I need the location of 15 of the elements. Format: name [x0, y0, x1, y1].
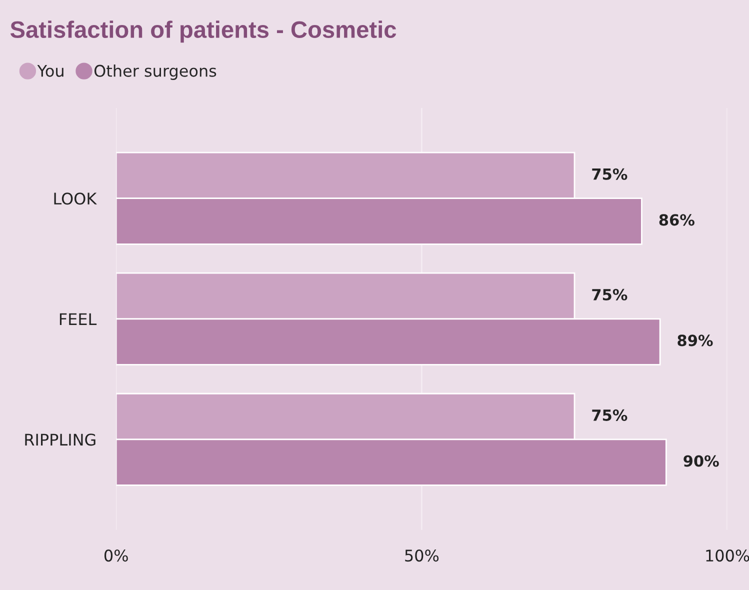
legend-label: You: [37, 65, 64, 77]
x-tick-label: 0%: [104, 550, 128, 562]
y-tick-label: LOOK: [54, 192, 97, 205]
x-tick-label: 100%: [706, 550, 749, 562]
y-tick-label: FEEL: [60, 313, 97, 325]
data-label: 90%: [684, 455, 719, 467]
x-tick-label: 50%: [405, 550, 439, 562]
data-label: 75%: [592, 168, 628, 180]
data-label: 75%: [592, 288, 628, 300]
legend-label: Other surgeons: [94, 64, 216, 80]
data-label: 86%: [659, 214, 694, 226]
chart-title: Satisfaction of patients - Cosmetic: [10, 20, 396, 43]
data-label: 89%: [678, 334, 713, 346]
y-tick-label: RIPPLING: [25, 434, 96, 446]
data-label: 75%: [592, 409, 628, 421]
